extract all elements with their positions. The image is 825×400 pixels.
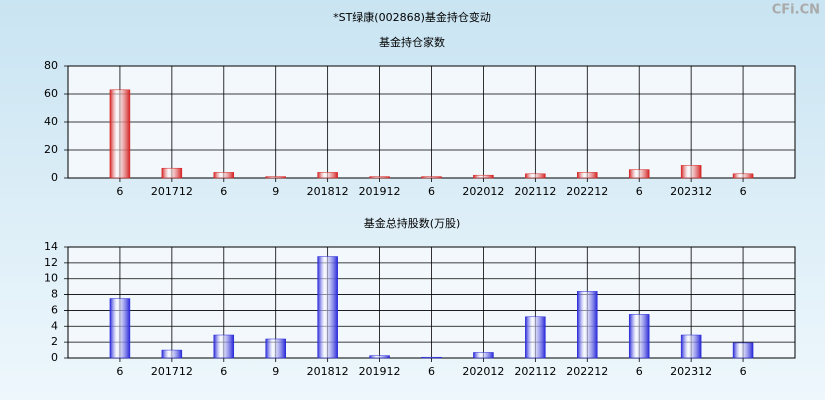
chart-title: *ST绿康(002868)基金持仓变动 — [333, 10, 491, 24]
bar — [317, 256, 338, 359]
y-tick-label: 40 — [44, 115, 58, 128]
x-tick-label: 202312 — [670, 365, 712, 378]
y-tick-label: 60 — [44, 87, 58, 100]
x-tick-label: 202212 — [566, 185, 608, 198]
y-tick-label: 14 — [44, 240, 58, 253]
y-tick-label: 0 — [51, 171, 58, 184]
y-tick-label: 12 — [44, 256, 58, 269]
bar — [317, 172, 338, 179]
x-tick-label: 201812 — [307, 185, 349, 198]
bar — [680, 334, 702, 359]
bar — [213, 172, 235, 179]
x-tick-label: 202012 — [462, 365, 504, 378]
x-tick-label: 9 — [272, 365, 279, 378]
bar — [525, 173, 546, 179]
bar — [265, 338, 286, 359]
bar — [109, 89, 131, 179]
bar — [213, 334, 235, 359]
x-tick-label: 6 — [220, 185, 227, 198]
y-tick-label: 8 — [51, 288, 58, 301]
bar — [525, 316, 546, 359]
y-tick-label: 0 — [51, 351, 58, 364]
x-tick-label: 202312 — [670, 185, 712, 198]
x-tick-label: 6 — [636, 185, 643, 198]
x-tick-label: 6 — [428, 185, 435, 198]
x-tick-label: 201912 — [359, 185, 401, 198]
x-tick-label: 202112 — [514, 185, 556, 198]
bar — [680, 165, 702, 179]
bar — [421, 356, 442, 359]
bar — [109, 298, 131, 359]
subplot-title: 基金持仓家数 — [379, 35, 445, 49]
bar — [421, 176, 442, 179]
x-tick-label: 201812 — [307, 365, 349, 378]
bar — [265, 176, 286, 179]
x-tick-label: 201712 — [151, 365, 193, 378]
y-tick-label: 20 — [44, 143, 58, 156]
x-tick-label: 6 — [428, 365, 435, 378]
x-tick-label: 6 — [116, 365, 123, 378]
bar — [161, 349, 183, 359]
y-tick-label: 4 — [51, 319, 58, 332]
y-tick-label: 6 — [51, 303, 58, 316]
x-tick-label: 9 — [272, 185, 279, 198]
x-tick-label: 201712 — [151, 185, 193, 198]
y-tick-label: 10 — [44, 272, 58, 285]
watermark: CFi.CN — [772, 3, 820, 18]
x-tick-label: 6 — [740, 185, 747, 198]
bar — [473, 352, 494, 359]
bar — [628, 314, 650, 359]
bar — [161, 167, 183, 179]
subplot-title: 基金总持股数(万股) — [364, 216, 461, 230]
bar — [577, 291, 598, 359]
y-tick-label: 2 — [51, 335, 58, 348]
x-tick-label: 6 — [116, 185, 123, 198]
bar — [732, 342, 754, 359]
x-tick-label: 6 — [740, 365, 747, 378]
x-tick-label: 202112 — [514, 365, 556, 378]
x-tick-label: 202212 — [566, 365, 608, 378]
bar — [628, 169, 650, 179]
y-tick-label: 80 — [44, 59, 58, 72]
x-tick-label: 201912 — [359, 365, 401, 378]
x-tick-label: 202012 — [462, 185, 504, 198]
x-tick-label: 6 — [636, 365, 643, 378]
bar — [473, 174, 494, 179]
x-tick-label: 6 — [220, 365, 227, 378]
bar — [732, 173, 754, 179]
bar — [369, 176, 390, 179]
bar — [577, 172, 598, 179]
bar — [369, 355, 390, 359]
